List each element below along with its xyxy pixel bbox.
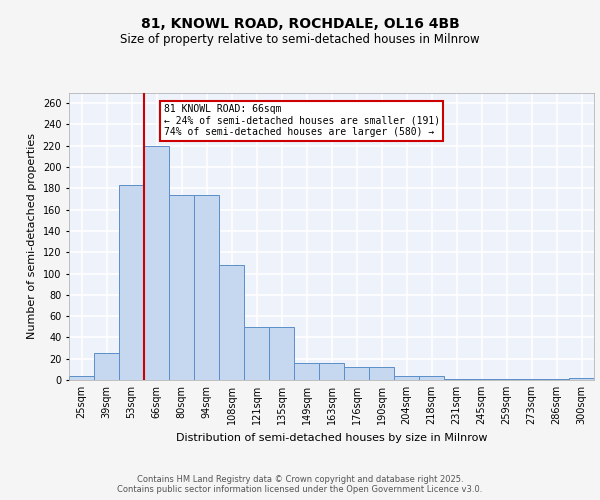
Text: Contains HM Land Registry data © Crown copyright and database right 2025.
Contai: Contains HM Land Registry data © Crown c… — [118, 474, 482, 494]
Bar — [319, 363, 344, 380]
Bar — [544, 379, 569, 380]
Bar — [119, 185, 144, 380]
Bar — [244, 327, 269, 380]
Text: Size of property relative to semi-detached houses in Milnrow: Size of property relative to semi-detach… — [120, 32, 480, 46]
Bar — [344, 367, 369, 380]
Bar — [494, 379, 519, 380]
Bar — [294, 363, 319, 380]
Bar — [69, 376, 94, 380]
Bar — [394, 376, 419, 380]
Y-axis label: Number of semi-detached properties: Number of semi-detached properties — [27, 133, 37, 339]
Text: 81, KNOWL ROAD, ROCHDALE, OL16 4BB: 81, KNOWL ROAD, ROCHDALE, OL16 4BB — [140, 18, 460, 32]
Bar — [269, 327, 294, 380]
Bar — [219, 265, 244, 380]
Bar — [444, 379, 469, 380]
Bar — [419, 376, 444, 380]
Bar — [169, 194, 194, 380]
Text: 81 KNOWL ROAD: 66sqm
← 24% of semi-detached houses are smaller (191)
74% of semi: 81 KNOWL ROAD: 66sqm ← 24% of semi-detac… — [163, 104, 440, 137]
Bar — [369, 367, 394, 380]
X-axis label: Distribution of semi-detached houses by size in Milnrow: Distribution of semi-detached houses by … — [176, 432, 487, 442]
Bar — [519, 379, 544, 380]
Bar — [569, 378, 594, 380]
Bar — [194, 194, 219, 380]
Bar — [144, 146, 169, 380]
Bar — [469, 379, 494, 380]
Bar — [94, 354, 119, 380]
